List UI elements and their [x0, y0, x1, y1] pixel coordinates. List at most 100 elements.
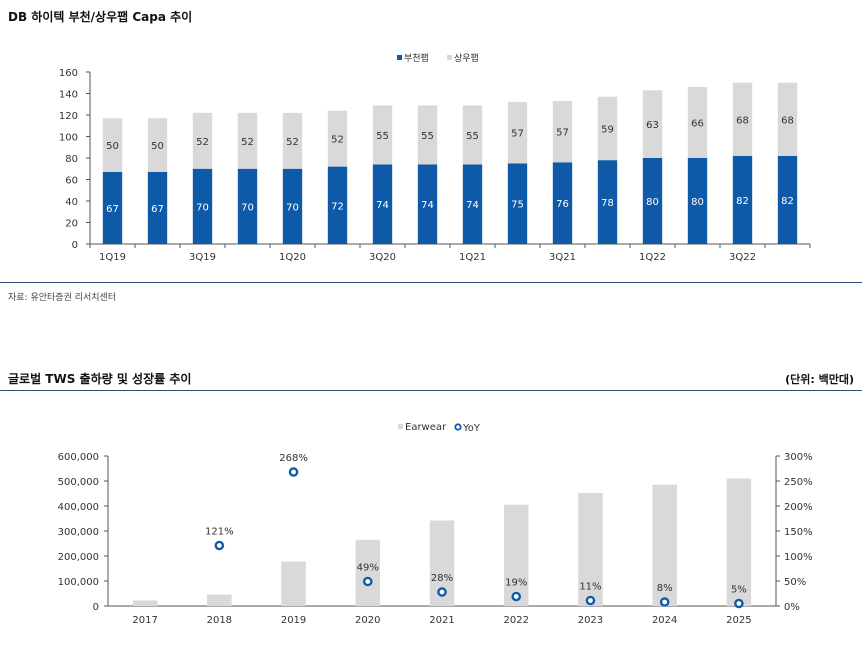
data-label: 67 [151, 204, 164, 215]
yoy-marker [437, 587, 447, 597]
yoy-marker [511, 591, 522, 602]
bar-sangwoo [327, 110, 348, 167]
yoy-label: 49% [357, 563, 379, 574]
bar-earwear [578, 493, 603, 606]
data-label: 70 [241, 202, 254, 213]
bar-earwear [726, 478, 752, 606]
data-label: 67 [106, 204, 119, 215]
bar-sangwoo [102, 118, 123, 172]
yoy-marker [585, 595, 596, 606]
y-tick-label-left: 300,000 [58, 527, 99, 538]
x-tick-label: 2020 [355, 615, 380, 626]
x-tick-label: 1Q19 [99, 252, 126, 263]
legend-marker [454, 423, 462, 431]
bar-sangwoo [147, 118, 168, 172]
y-tick-label: 20 [65, 219, 78, 230]
y-tick-label: 140 [59, 90, 78, 101]
bar-sangwoo [597, 96, 618, 161]
data-label: 66 [691, 119, 704, 130]
x-tick-label: 1Q20 [279, 252, 306, 263]
y-tick-label-right: 0% [784, 602, 800, 613]
tws-shipment-chart: Earwear YoY 0 100,000 200,000 300,000 400,000 5… [58, 422, 813, 626]
bar-bucheon [237, 168, 258, 244]
data-label: 82 [736, 196, 749, 207]
data-label: 78 [601, 198, 614, 209]
y-tick-label-right: 50% [784, 577, 806, 588]
data-label: 55 [466, 131, 479, 142]
bar-sangwoo [372, 105, 393, 165]
capa-stacked-bar-chart: 부천팹 상우팹 0 20 40 60 80 100 120 140 160 67 50 1Q19 67 50 7… [59, 53, 811, 263]
bar-bucheon [552, 162, 573, 244]
x-tick-label: 2017 [132, 615, 157, 626]
data-label: 52 [196, 137, 209, 148]
data-label: 70 [196, 202, 209, 213]
data-label: 52 [286, 137, 299, 148]
data-label: 75 [511, 200, 524, 211]
y-tick-label-left: 200,000 [58, 552, 99, 563]
bar-bucheon [687, 158, 708, 244]
unit-label: (단위: 백만대) [785, 373, 854, 386]
y-tick-label-left: 100,000 [58, 577, 99, 588]
bar-sangwoo [552, 101, 573, 163]
bar-bucheon [777, 155, 798, 244]
bar-earwear [281, 561, 306, 606]
y-tick-label-right: 200% [784, 502, 813, 513]
data-label: 74 [421, 200, 434, 211]
legend-swatch [398, 424, 403, 429]
data-label: 52 [241, 137, 254, 148]
bar-bucheon [597, 160, 618, 244]
x-tick-label: 2023 [578, 615, 603, 626]
bar-sangwoo [237, 112, 258, 169]
legend-label: YoY [462, 423, 481, 434]
legend-label: 부천팹 [404, 53, 429, 64]
data-label: 55 [376, 131, 389, 142]
data-label: 80 [646, 197, 659, 208]
x-tick-label: 3Q19 [189, 252, 216, 263]
bar-bucheon [102, 171, 123, 244]
bar-sangwoo [282, 112, 303, 169]
data-label: 68 [781, 115, 794, 126]
yoy-label: 268% [279, 453, 308, 464]
data-label: 50 [151, 141, 164, 152]
chart1-divider [0, 282, 862, 283]
y-tick-label: 0 [72, 240, 78, 251]
x-tick-label: 2019 [281, 615, 306, 626]
bar-earwear [503, 504, 529, 606]
y-tick-label-right: 300% [784, 452, 813, 463]
data-label: 76 [556, 199, 569, 210]
data-label: 57 [511, 129, 524, 140]
x-tick-label: 2021 [429, 615, 454, 626]
data-label: 82 [781, 196, 794, 207]
yoy-label: 19% [505, 578, 527, 589]
bar-bucheon [507, 163, 528, 244]
bar-sangwoo [417, 105, 438, 165]
chart2-title: 글로벌 TWS 출하량 및 성장률 추이 [8, 372, 192, 386]
bar-sangwoo [642, 90, 663, 158]
data-label: 80 [691, 197, 704, 208]
data-label: 74 [466, 200, 479, 211]
y-tick-label-left: 600,000 [58, 452, 99, 463]
chart1-title: DB 하이텍 부천/상우팹 Capa 추이 [8, 10, 193, 24]
y-tick-label: 160 [59, 68, 78, 79]
legend-swatch [397, 55, 402, 60]
yoy-marker [734, 598, 744, 609]
bar-bucheon [327, 166, 348, 244]
y-tick-label-right: 250% [784, 477, 813, 488]
y-tick-label: 100 [59, 133, 78, 144]
yoy-marker [214, 540, 225, 551]
data-label: 74 [376, 200, 389, 211]
bar-sangwoo [192, 112, 213, 169]
data-label: 57 [556, 128, 569, 139]
bar-sangwoo [687, 87, 708, 158]
source-note: 자료: 유안타증권 리서치센터 [8, 293, 117, 303]
data-label: 52 [331, 135, 344, 146]
yoy-label: 5% [731, 585, 747, 596]
bar-earwear [652, 484, 677, 606]
bar-bucheon [417, 164, 438, 244]
x-tick-label: 2022 [503, 615, 528, 626]
data-label: 70 [286, 202, 299, 213]
x-tick-label: 3Q22 [729, 252, 756, 263]
x-tick-label: 3Q21 [549, 252, 576, 263]
y-tick-label: 120 [59, 111, 78, 122]
bar-sangwoo [732, 82, 753, 156]
